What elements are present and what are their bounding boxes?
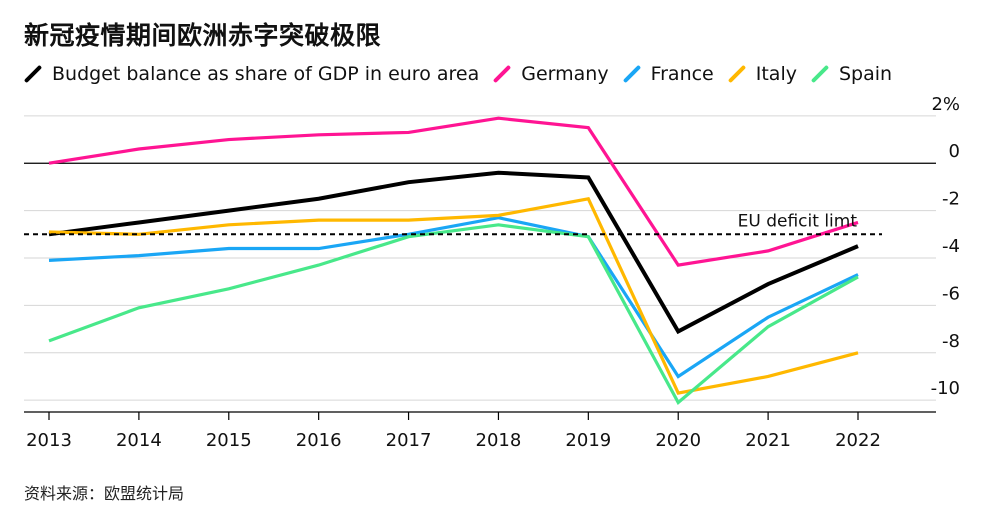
x-tick-label: 2019: [565, 430, 611, 451]
legend-label-italy: Italy: [755, 63, 797, 85]
y-tick-label: -2: [942, 189, 960, 210]
legend: Budget balance as share of GDP in euro a…: [24, 63, 906, 85]
legend-label-euro-area: Budget balance as share of GDP in euro a…: [52, 63, 480, 85]
eu-deficit-limit-label: EU deficit limt: [738, 211, 858, 231]
y-tick-label: 0: [949, 141, 960, 162]
legend-item-france: France: [623, 63, 714, 85]
legend-item-euro-area: Budget balance as share of GDP in euro a…: [24, 63, 479, 85]
y-tick-label: -6: [942, 283, 960, 304]
legend-label-spain: Spain: [838, 63, 893, 85]
y-tick-label: -10: [931, 378, 960, 399]
x-tick-label: 2013: [26, 430, 72, 451]
x-tick-label: 2022: [835, 430, 881, 451]
legend-label-germany: Germany: [521, 63, 609, 85]
x-axis: 2013 2014 2015 2016 2017 2018 2019 2020 2021 2022: [24, 411, 936, 451]
series-line-germany: [48, 116, 859, 267]
x-tick-label: 2017: [386, 430, 432, 451]
series-line-italy: [48, 196, 859, 395]
x-tick-label: 2021: [745, 430, 791, 451]
x-tick-label: 2015: [206, 430, 252, 451]
x-tick-label: 2018: [476, 430, 522, 451]
series-line-euro-area: [48, 170, 859, 335]
reference-line-group: EU deficit limt: [24, 211, 882, 236]
legend-label-france: France: [650, 63, 714, 85]
y-axis: 2% 0 -2 -4 -6 -8 -10: [931, 94, 960, 399]
series-line-spain: [48, 223, 859, 406]
gridlines: [24, 115, 936, 401]
y-tick-label: 2%: [931, 94, 960, 115]
legend-item-germany: Germany: [493, 63, 608, 85]
source-note: 资料来源：欧盟统计局: [24, 484, 185, 503]
y-tick-label: -4: [942, 236, 960, 257]
chart-title: 新冠疫情期间欧洲赤字突破极限: [24, 21, 382, 50]
series-line-france: [48, 216, 859, 379]
legend-item-spain: Spain: [811, 63, 892, 85]
x-tick-label: 2014: [116, 430, 162, 451]
x-tick-label: 2016: [296, 430, 342, 451]
legend-item-italy: Italy: [728, 63, 797, 85]
y-tick-label: -8: [942, 331, 960, 352]
x-tick-label: 2020: [655, 430, 701, 451]
series-lines: [48, 116, 859, 406]
